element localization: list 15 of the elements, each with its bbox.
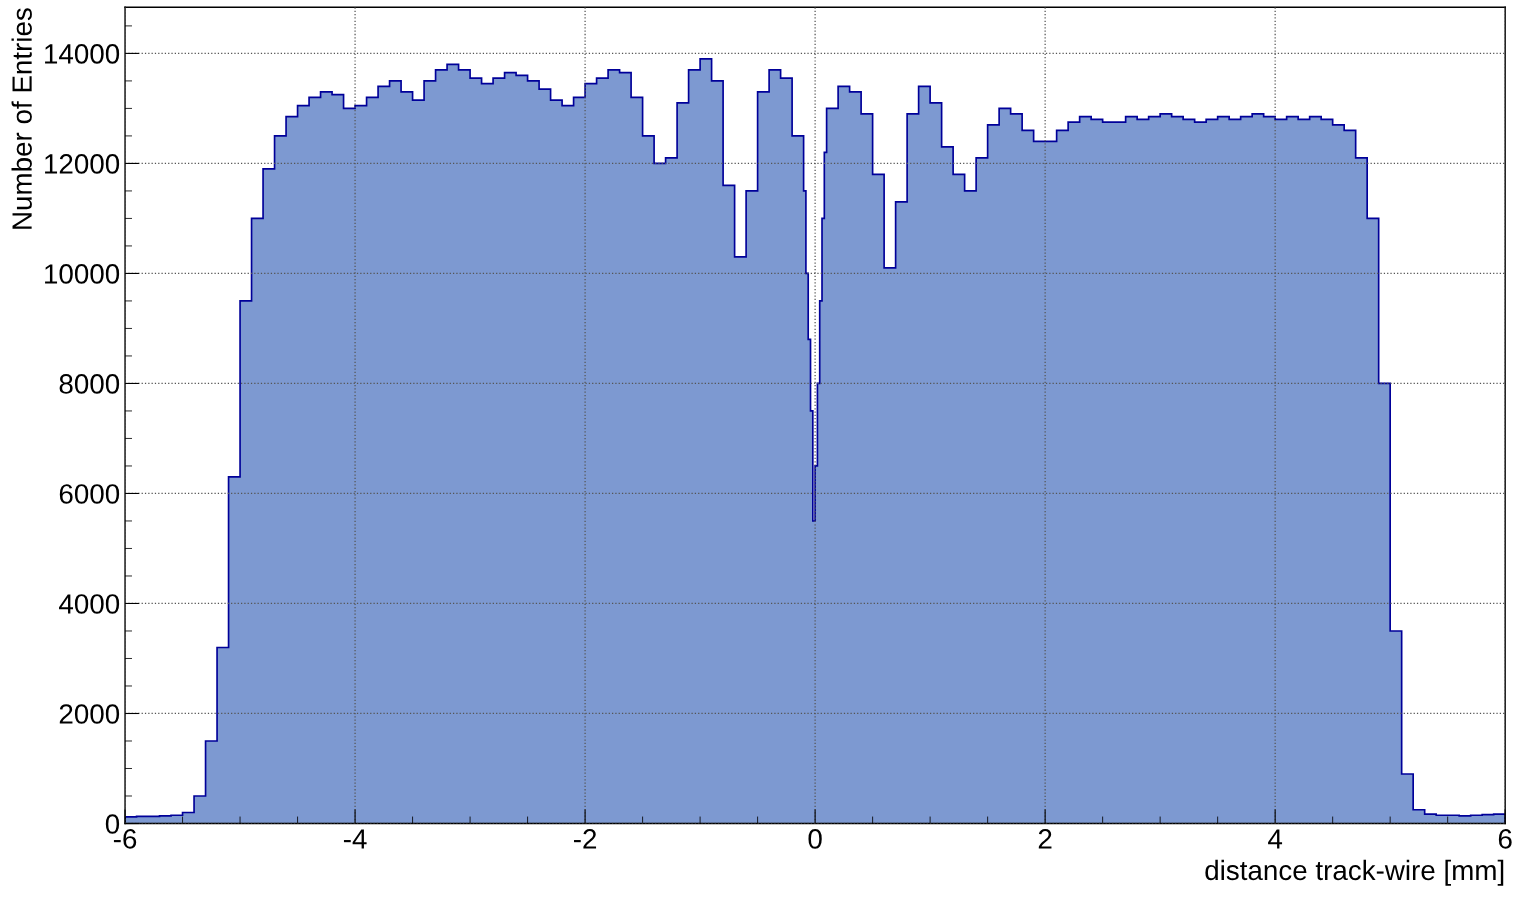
y-tick-label: 14000 — [45, 44, 120, 64]
x-tick-label: -4 — [343, 829, 367, 849]
y-tick-label: 2000 — [59, 704, 120, 724]
x-tick-label: -2 — [573, 829, 597, 849]
y-tick-label: 12000 — [45, 154, 120, 174]
x-tick-label: 2 — [1038, 829, 1052, 849]
y-tick-label: 6000 — [59, 484, 120, 504]
y-axis-title: Number of Entries — [11, 8, 32, 229]
x-tick-label: 6 — [1498, 829, 1512, 849]
y-tick-label: 4000 — [59, 594, 120, 614]
x-tick-label: 0 — [808, 829, 822, 849]
x-axis-title: distance track-wire [mm] — [1205, 859, 1504, 886]
x-tick-label: 4 — [1268, 829, 1283, 849]
y-tick-label: 10000 — [45, 264, 120, 284]
y-tick-label: 8000 — [59, 374, 120, 394]
